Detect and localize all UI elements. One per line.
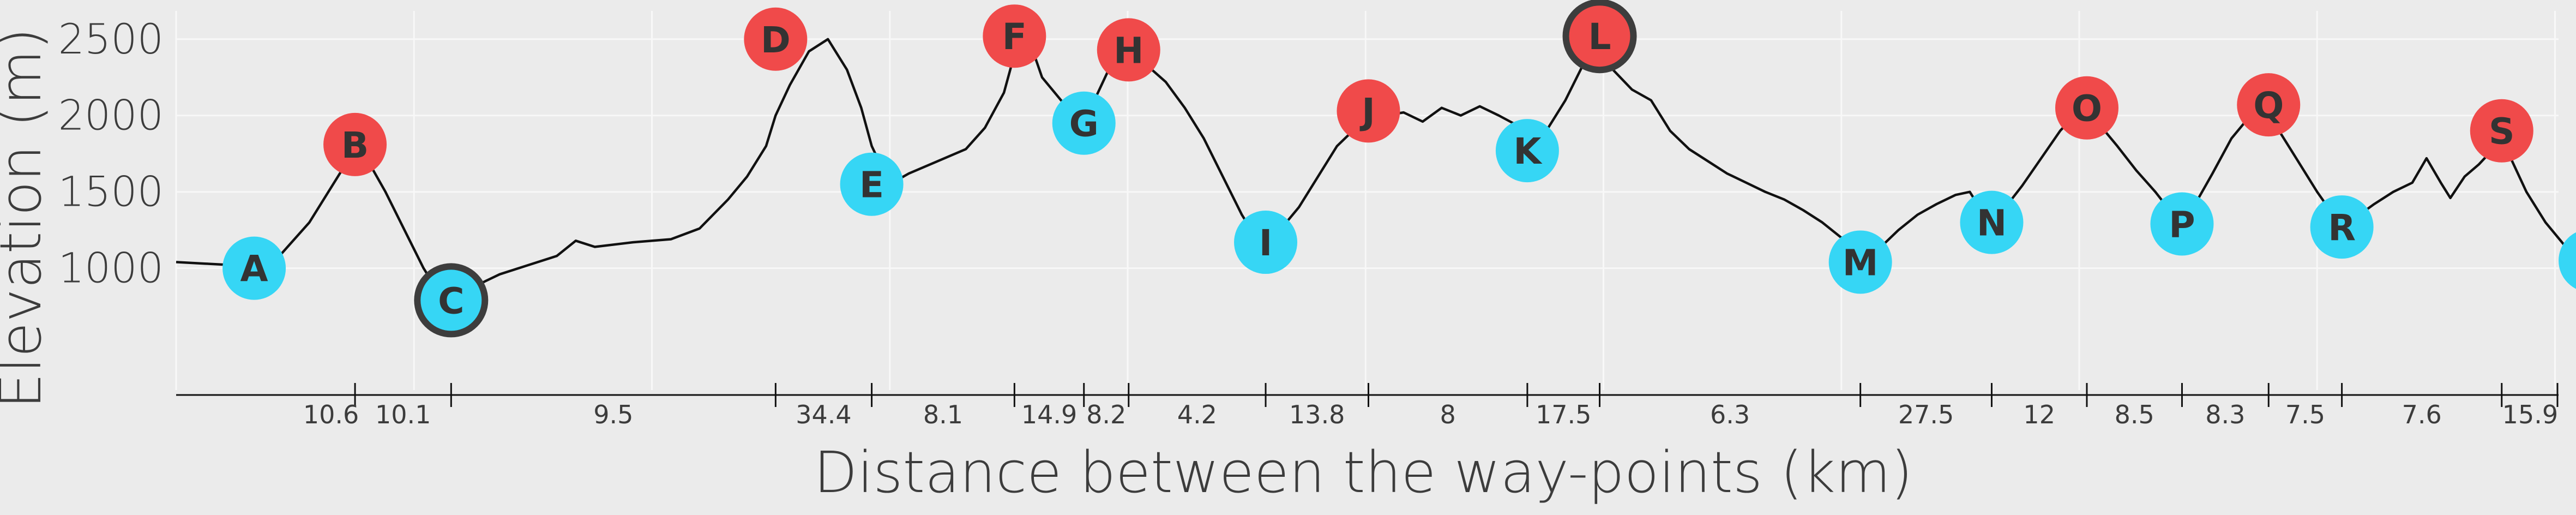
- segment-distance-label: 8.5: [2115, 400, 2154, 429]
- waypoint-marker: K: [1495, 119, 1559, 183]
- waypoint-marker: B: [323, 112, 387, 176]
- segment-distance-label: 10.1: [375, 400, 431, 429]
- segment-distance-label: 13.8: [1289, 400, 1345, 429]
- y-axis: 1000 1500 2000 2500: [58, 15, 164, 292]
- waypoints: A B C D E F GH I J K L M N O P Q R S T: [222, 0, 2576, 338]
- segment-distance-label: 12: [2023, 400, 2055, 429]
- waypoint-marker: E: [840, 152, 904, 216]
- waypoint-label: P: [2169, 203, 2195, 245]
- waypoint-label: A: [240, 248, 268, 290]
- segment-distance-label: 27.5: [1898, 400, 1954, 429]
- waypoint-dot: [323, 112, 387, 176]
- waypoint-label: E: [859, 164, 884, 206]
- segment-distance-label: 8: [1440, 400, 1456, 429]
- waypoint-label: I: [1259, 222, 1273, 264]
- waypoint-marker: A: [222, 236, 286, 300]
- segment-distance-label: 15.9: [2502, 400, 2558, 429]
- waypoint-dot: [840, 152, 904, 216]
- waypoint-label: Q: [2253, 85, 2284, 127]
- y-tick-label: 1000: [58, 244, 164, 292]
- waypoint-marker: Q: [2237, 73, 2301, 137]
- elevation-line: [176, 34, 2576, 302]
- segment-distance-label: 17.5: [1536, 400, 1591, 429]
- waypoint-dot: [1337, 79, 1400, 143]
- waypoint-label: R: [2328, 207, 2356, 249]
- segment-distance-label: 10.6: [303, 400, 359, 429]
- y-tick-label: 2500: [58, 15, 164, 63]
- waypoint-dot: [222, 236, 286, 300]
- waypoint-label: B: [341, 124, 369, 166]
- waypoint-marker: I: [1234, 211, 1298, 274]
- waypoint-marker: D: [744, 7, 808, 71]
- segment-distance-label: 7.5: [2285, 400, 2325, 429]
- waypoint-dot: [420, 270, 482, 331]
- waypoint-dot: [744, 7, 808, 71]
- waypoint-marker: F: [983, 4, 1046, 68]
- waypoint-label: M: [1843, 242, 1879, 284]
- waypoint-dot: [983, 4, 1046, 68]
- waypoint-label: J: [1359, 91, 1375, 133]
- segment-distance-label: 8.2: [1086, 400, 1126, 429]
- segment-distance-label: 34.4: [796, 400, 851, 429]
- waypoint-dot: [2150, 192, 2214, 256]
- waypoint-dot: [1495, 119, 1559, 183]
- waypoint-marker: N: [1960, 190, 2024, 254]
- x-axis-label: Distance between the way-points (km): [814, 439, 1913, 506]
- waypoint-label: K: [1513, 130, 1543, 172]
- waypoint-label: O: [2072, 88, 2102, 130]
- waypoint-dot: [2310, 195, 2374, 259]
- waypoint-dot: [1569, 5, 1630, 67]
- y-tick-label: 1500: [58, 167, 164, 216]
- waypoint-marker: L: [1562, 0, 1637, 74]
- waypoint-marker: H: [1097, 18, 1160, 82]
- waypoint-marker: S: [2470, 99, 2533, 163]
- waypoint-dot: [1097, 18, 1160, 82]
- waypoint-dot: [2055, 76, 2118, 140]
- waypoint-marker: R: [2310, 195, 2374, 259]
- waypoint-label: G: [1069, 103, 1099, 145]
- waypoint-dot: [1052, 91, 1116, 155]
- waypoint-dot: [2237, 73, 2301, 137]
- waypoint-marker: O: [2055, 76, 2118, 140]
- segment-distance-label: 9.5: [593, 400, 633, 429]
- y-tick-label: 2000: [58, 91, 164, 140]
- waypoint-marker: M: [1828, 230, 1892, 294]
- segment-distance-label: 7.6: [2402, 400, 2442, 429]
- segment-distance-label: 6.3: [1710, 400, 1750, 429]
- waypoint-label: D: [761, 19, 791, 61]
- waypoint-label: C: [438, 280, 464, 322]
- x-axis: 10.6 10.1 9.5 34.4 8.1 14.9 8.2 4.2 13.8 8 17.5 6.3…: [176, 383, 2559, 429]
- waypoint-marker: G: [1052, 91, 1116, 155]
- waypoint-dot: [1960, 190, 2024, 254]
- segment-distance-label: 4.2: [1177, 400, 1217, 429]
- waypoint-dot: [1828, 230, 1892, 294]
- waypoint-label: N: [1977, 202, 2007, 244]
- waypoint-label: H: [1114, 29, 1143, 71]
- waypoint-label: L: [1588, 16, 1611, 58]
- waypoint-marker: C: [414, 263, 489, 338]
- segment-distance-label: 8.3: [2205, 400, 2245, 429]
- segment-distance-label: 8.1: [923, 400, 963, 429]
- waypoint-marker: J: [1337, 79, 1400, 143]
- segment-distance-label: 14.9: [1021, 400, 1077, 429]
- waypoint-marker: T: [2559, 232, 2576, 289]
- waypoint-dot: [2559, 232, 2576, 289]
- waypoint-label: S: [2489, 111, 2515, 153]
- waypoint-marker: P: [2150, 192, 2214, 256]
- waypoint-label: F: [1002, 16, 1027, 58]
- waypoint-dot: [1234, 211, 1298, 274]
- waypoint-dot: [2470, 99, 2533, 163]
- y-axis-label: Elevation (m): [0, 28, 54, 409]
